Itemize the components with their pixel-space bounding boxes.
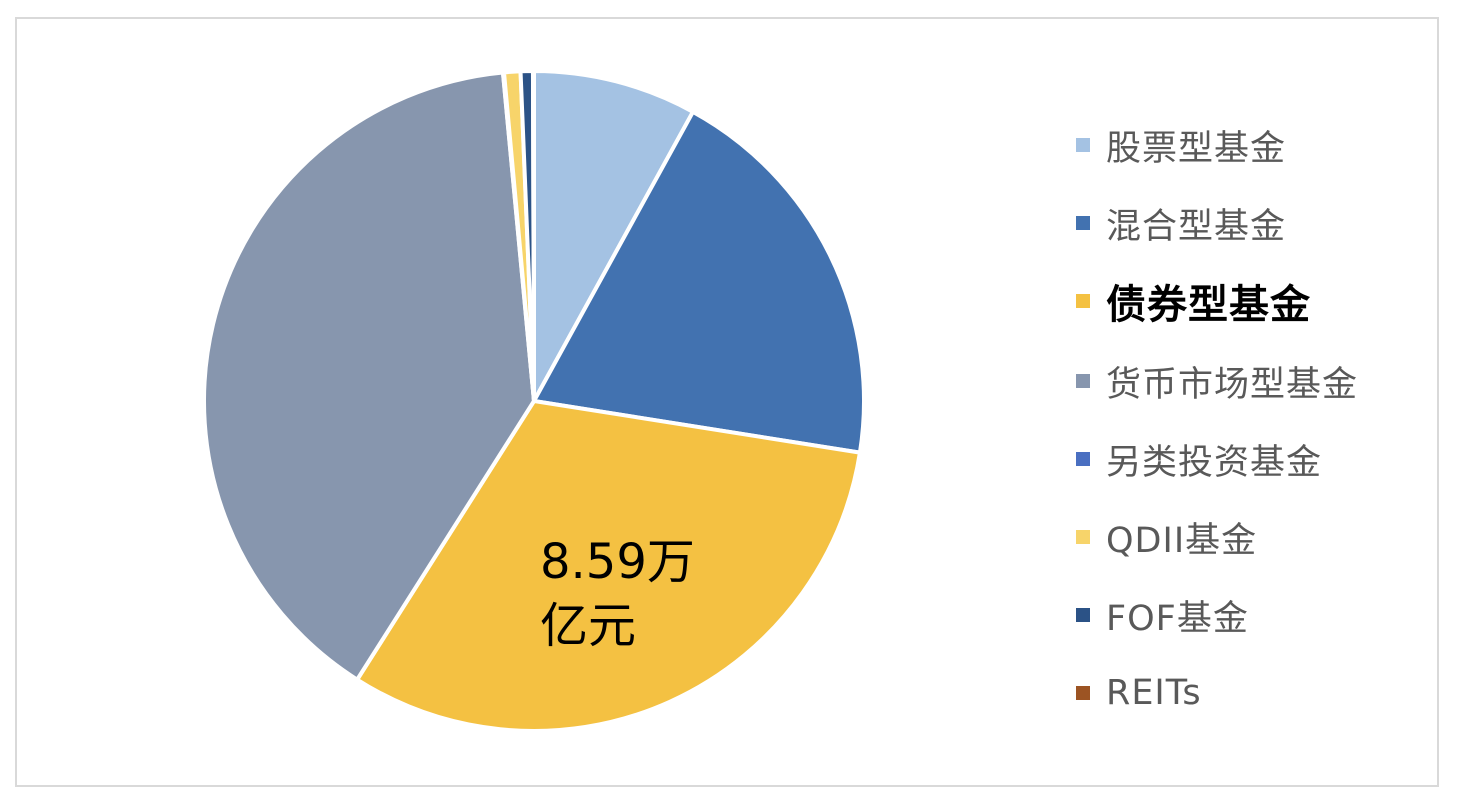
legend-swatch: [1076, 686, 1090, 700]
data-label-line1: 8.59万: [540, 534, 695, 590]
legend-label: 另类投资基金: [1106, 442, 1323, 483]
legend-swatch: [1076, 294, 1090, 308]
pie-slice-1: [532, 69, 695, 403]
legend-item-8: REITs: [1076, 654, 1202, 732]
legend-label: 股票型基金: [1106, 128, 1287, 169]
data-label-bond-fund: 8.59万 亿元: [540, 530, 740, 658]
legend-item-2: 混合型基金: [1076, 184, 1286, 262]
legend-label: 货币市场型基金: [1106, 364, 1359, 405]
legend-swatch: [1076, 374, 1090, 388]
legend-swatch: [1076, 452, 1090, 466]
legend-item-5: 另类投资基金: [1076, 420, 1322, 498]
pie-slice-2: [532, 109, 866, 455]
legend-item-3: 债券型基金: [1076, 262, 1311, 340]
legend-swatch: [1076, 138, 1090, 152]
legend-item-6: QDII基金: [1076, 498, 1257, 576]
legend-label: REITs: [1106, 673, 1202, 713]
legend-swatch: [1076, 216, 1090, 230]
legend-swatch: [1076, 530, 1090, 544]
legend-label: QDII基金: [1106, 520, 1258, 561]
legend-item-7: FOF基金: [1076, 576, 1249, 654]
data-label-line2: 亿元: [540, 598, 637, 654]
legend-swatch: [1076, 608, 1090, 622]
pie-slice-4: [202, 70, 536, 682]
legend-item-1: 股票型基金: [1076, 106, 1286, 184]
legend-item-4: 货币市场型基金: [1076, 342, 1358, 420]
legend-label: FOF基金: [1106, 598, 1249, 639]
pie-slice-8: [530, 68, 536, 403]
legend-label: 混合型基金: [1106, 206, 1287, 247]
legend-label: 债券型基金: [1106, 282, 1311, 328]
